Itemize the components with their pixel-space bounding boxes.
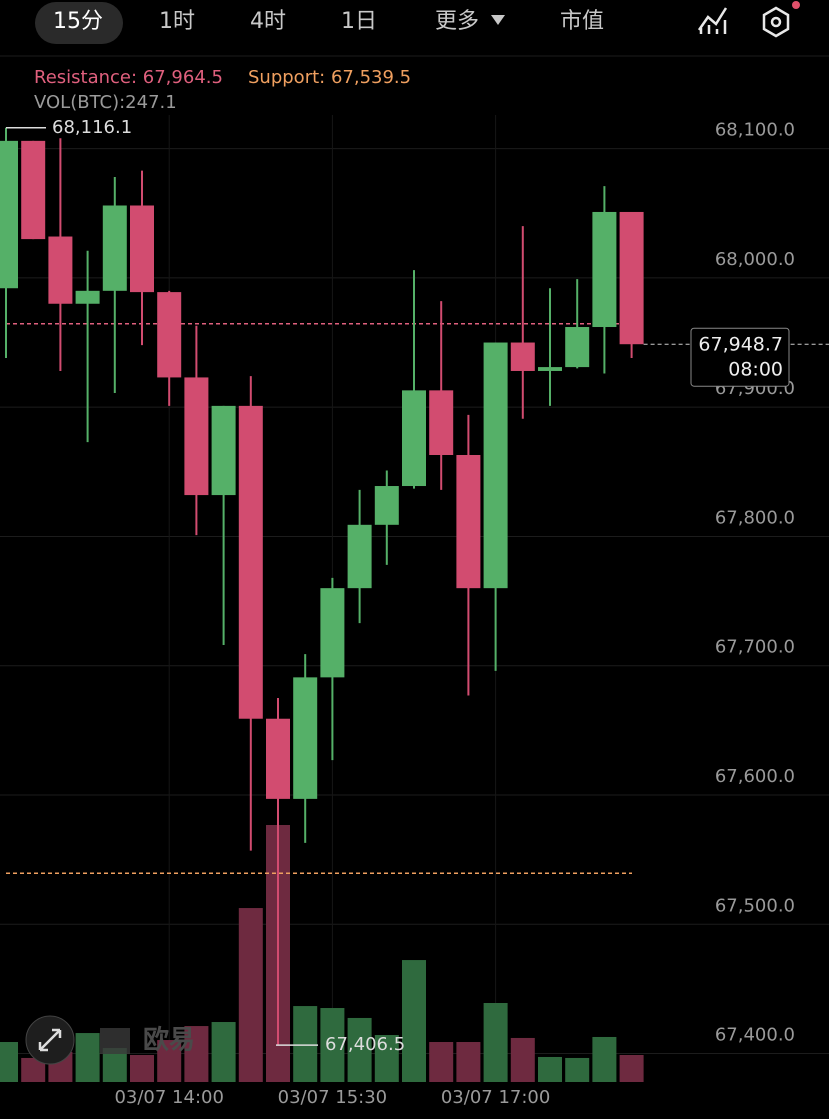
candle-body [538, 367, 562, 371]
candle-body [75, 290, 100, 304]
tab[interactable]: 市值 [560, 9, 604, 34]
volume-bar [157, 1040, 182, 1082]
candle-body [347, 524, 372, 589]
candle-body [619, 211, 644, 345]
watermark: 欧易 [25, 1015, 195, 1065]
y-tick-label: 67,800.0 [715, 507, 795, 528]
candle-body [483, 342, 508, 589]
tab[interactable]: 15分 [53, 9, 103, 34]
x-tick-label: 03/07 14:00 [114, 1087, 223, 1108]
candle-body [266, 718, 290, 799]
volume-bar [483, 1002, 508, 1082]
candle-body [429, 390, 454, 456]
volume-bar [211, 1022, 236, 1082]
volume-bar [510, 1037, 535, 1082]
candle-body [130, 205, 154, 293]
tab-selected-pill[interactable] [35, 2, 123, 44]
candle-body [21, 140, 46, 240]
y-tick-label: 68,000.0 [715, 249, 795, 270]
candle-body [456, 455, 481, 589]
candle-body [184, 377, 209, 496]
volume-bar [0, 1042, 18, 1082]
last-price-label: 67,948.7 [698, 334, 783, 356]
indicator-icon[interactable] [697, 7, 728, 34]
volume-bar [429, 1042, 454, 1082]
volume-label: VOL(BTC):247.1 [34, 92, 177, 113]
candle-body [293, 677, 318, 799]
y-tick-label: 67,500.0 [715, 895, 795, 916]
plot: 68,100.068,000.067,900.067,800.067,700.0… [0, 115, 829, 1108]
candle-body [320, 588, 345, 678]
volume-bar [374, 1035, 399, 1082]
volume-bar [619, 1054, 644, 1082]
volume-bar [293, 1006, 318, 1082]
volume-bar [184, 1026, 209, 1082]
candle-body [157, 292, 182, 378]
countdown-label: 08:00 [728, 359, 783, 381]
low-label: 67,406.5 [325, 1034, 405, 1055]
y-tick-label: 67,400.0 [715, 1025, 795, 1046]
resistance-label: Resistance: 67,964.5 [34, 67, 223, 88]
candle-body [0, 140, 18, 289]
volume-bar [456, 1042, 481, 1082]
tab[interactable]: 4时 [250, 9, 286, 34]
volume-bar [130, 1055, 154, 1082]
tab[interactable]: 更多 [435, 9, 479, 34]
dropdown-arrow [491, 15, 505, 25]
candle-body [592, 211, 617, 328]
x-tick-label: 03/07 17:00 [441, 1087, 550, 1108]
volume-bar [538, 1056, 562, 1082]
candle-body [102, 205, 127, 291]
volume-bar [75, 1033, 100, 1082]
candle-body [510, 342, 535, 371]
candle-body [211, 405, 236, 496]
support-label: Support: 67,539.5 [248, 67, 411, 88]
candle-body [238, 405, 263, 719]
x-tick-label: 03/07 15:30 [278, 1087, 387, 1108]
volume-bar [238, 908, 263, 1082]
high-label: 68,116.1 [52, 117, 132, 138]
candle-body [48, 236, 73, 304]
volume-bar [592, 1036, 617, 1082]
settings-icon[interactable] [762, 1, 800, 38]
volume-bar [565, 1057, 590, 1082]
candle-body [402, 390, 426, 487]
y-tick-label: 67,700.0 [715, 637, 795, 658]
volume-bar [347, 1017, 372, 1082]
tab[interactable]: 1时 [159, 9, 195, 34]
last-price-box [690, 327, 790, 387]
y-tick-label: 67,600.0 [715, 766, 795, 787]
y-tick-label: 68,100.0 [715, 120, 795, 141]
volume-bar [402, 960, 426, 1082]
watermark-text: 欧易 [143, 1025, 195, 1056]
volume-bar [320, 1008, 345, 1082]
candle-body [374, 486, 399, 525]
candle-body [565, 327, 590, 368]
tab[interactable]: 1日 [341, 9, 377, 34]
